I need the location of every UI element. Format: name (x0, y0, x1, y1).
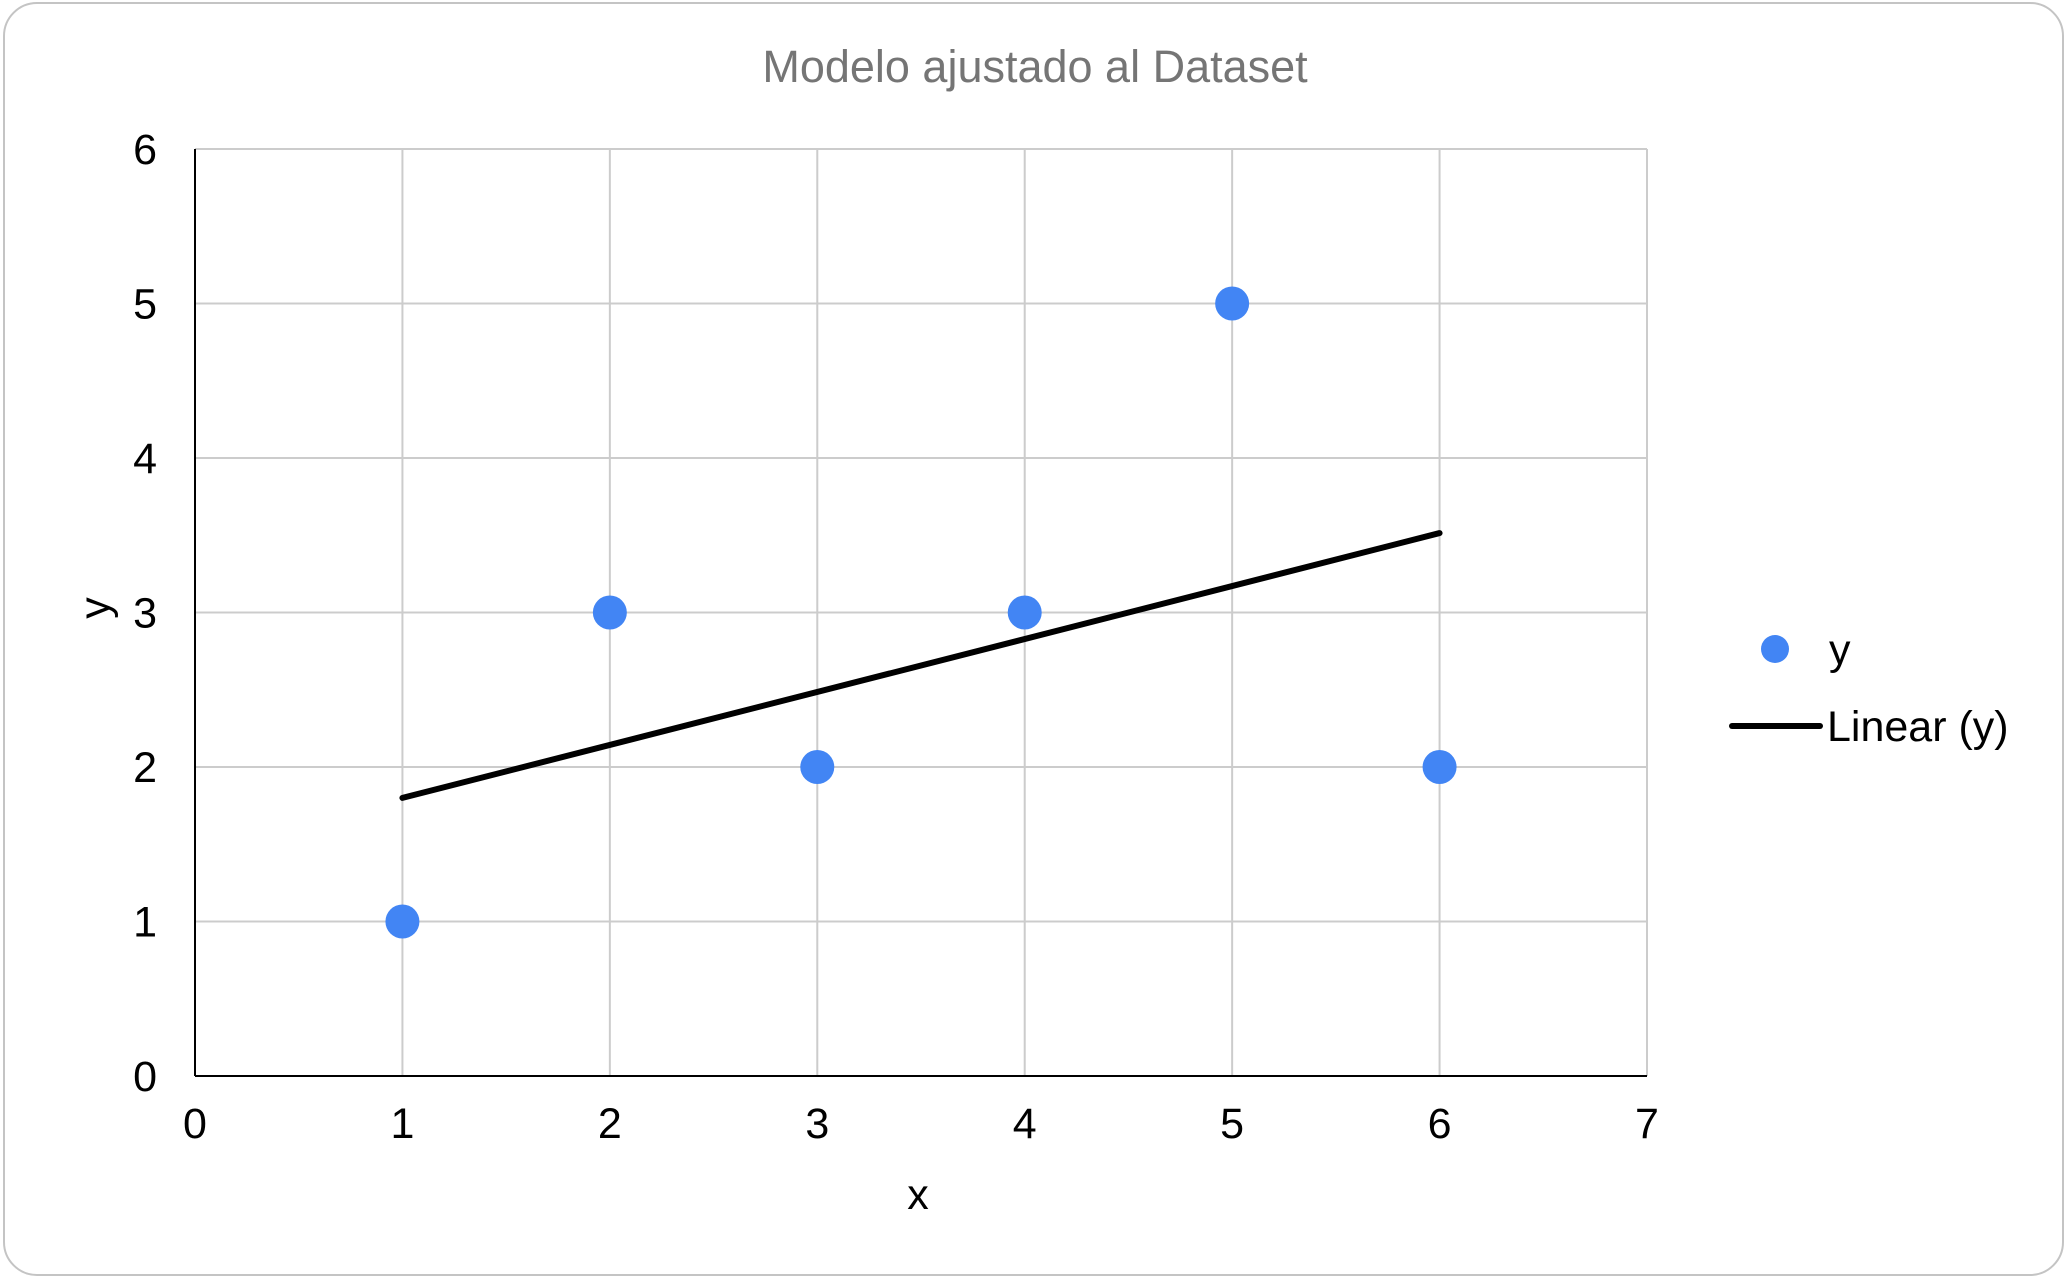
tick-labels: 0 1 2 3 4 5 6 7 0 1 2 3 4 5 6 (133, 126, 1659, 1148)
legend: y Linear (y) (1729, 626, 2009, 751)
x-tick-label: 3 (805, 1100, 829, 1148)
x-axis-title: x (907, 1171, 929, 1219)
data-point (385, 904, 420, 939)
x-tick-label: 5 (1220, 1100, 1244, 1148)
y-tick-label: 3 (133, 590, 157, 638)
x-tick-label: 2 (598, 1100, 622, 1148)
y-tick-label: 5 (133, 281, 157, 329)
series (385, 286, 1457, 939)
chart-card: Modelo ajustado al Dataset 0 1 2 3 4 5 6 7 0 1 2 3 4… (3, 2, 2064, 1276)
chart-title: Modelo ajustado al Dataset (762, 41, 1308, 92)
grid (195, 148, 1648, 1076)
y-axis-title: y (71, 597, 119, 619)
x-tick-label: 1 (390, 1100, 414, 1148)
axes (194, 149, 1647, 1077)
x-tick-label: 0 (183, 1100, 207, 1148)
data-point (1007, 595, 1042, 630)
y-tick-label: 4 (133, 435, 157, 483)
x-tick-label: 4 (1013, 1100, 1037, 1148)
trendline (399, 530, 1443, 801)
x-tick-label: 7 (1635, 1100, 1659, 1148)
data-point (592, 595, 627, 630)
data-point (800, 750, 835, 784)
y-tick-label: 2 (133, 744, 157, 792)
x-tick-label: 6 (1428, 1100, 1452, 1148)
legend-label: Linear (y) (1827, 703, 2009, 751)
data-point (1215, 286, 1250, 321)
y-tick-label: 6 (133, 126, 157, 174)
y-tick-label: 0 (133, 1053, 157, 1101)
scatter-chart: Modelo ajustado al Dataset 0 1 2 3 4 5 6 7 0 1 2 3 4… (71, 41, 2009, 1219)
data-point (1422, 750, 1457, 784)
legend-label: y (1829, 626, 1851, 674)
y-tick-label: 1 (133, 899, 157, 947)
legend-marker-point (1761, 635, 1789, 663)
